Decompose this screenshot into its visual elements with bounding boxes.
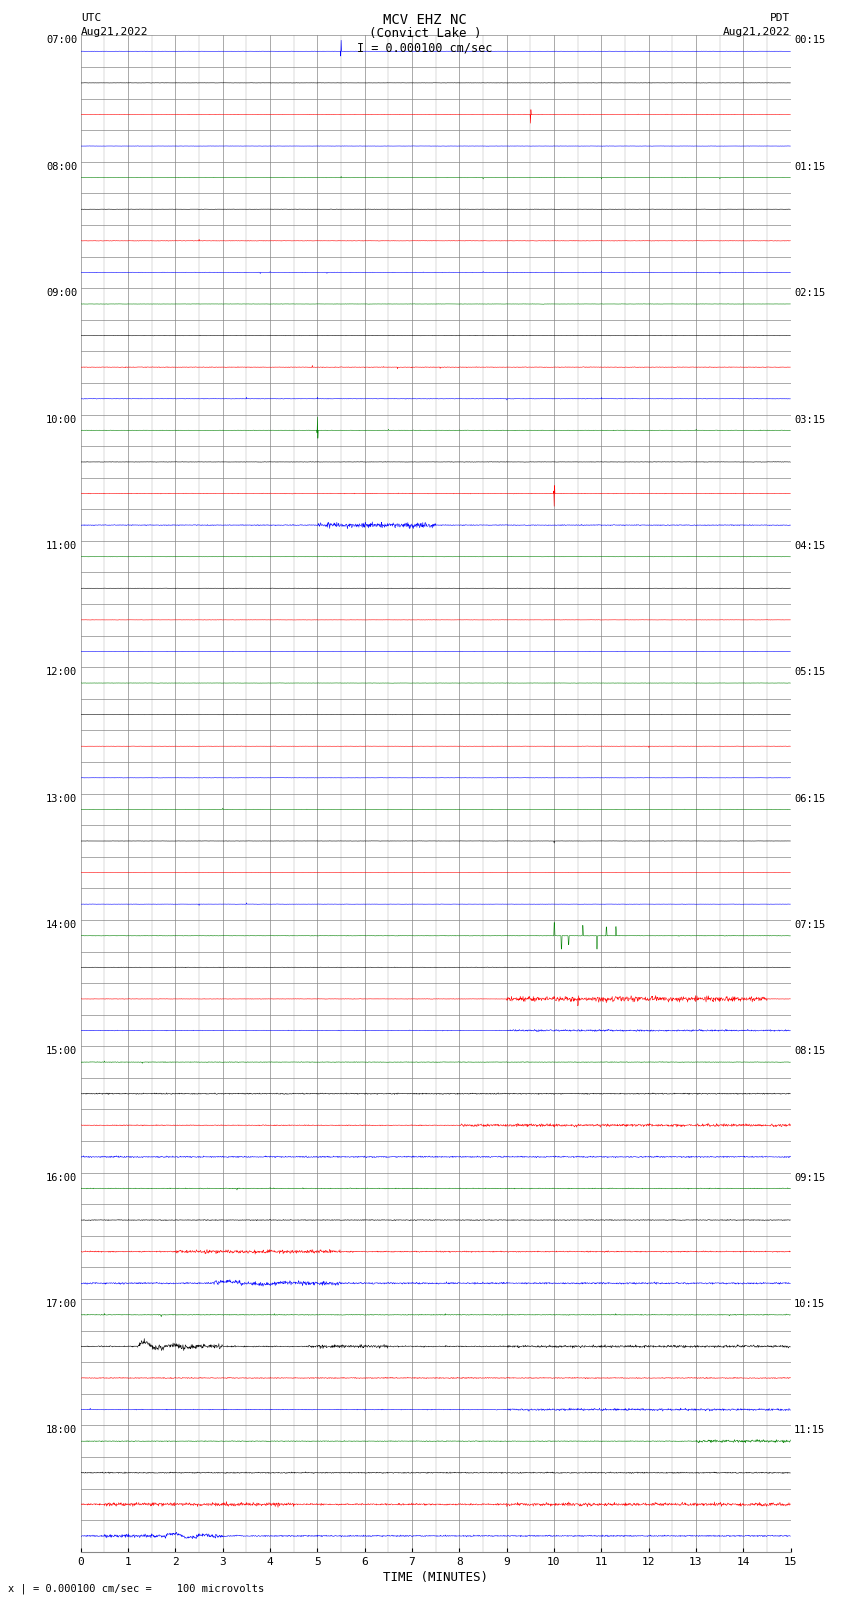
Text: 06:15: 06:15 (794, 794, 825, 803)
Text: PDT: PDT (770, 13, 790, 23)
Text: 07:15: 07:15 (794, 919, 825, 931)
Text: 08:00: 08:00 (46, 161, 77, 173)
Text: UTC: UTC (81, 13, 101, 23)
Text: 12:00: 12:00 (46, 668, 77, 677)
Text: 02:15: 02:15 (794, 289, 825, 298)
X-axis label: TIME (MINUTES): TIME (MINUTES) (383, 1571, 488, 1584)
Text: 16:00: 16:00 (46, 1173, 77, 1182)
Text: 09:00: 09:00 (46, 289, 77, 298)
Text: 11:15: 11:15 (794, 1426, 825, 1436)
Text: MCV EHZ NC: MCV EHZ NC (383, 13, 467, 27)
Text: 13:00: 13:00 (46, 794, 77, 803)
Text: (Convict Lake ): (Convict Lake ) (369, 27, 481, 40)
Text: I = 0.000100 cm/sec: I = 0.000100 cm/sec (357, 42, 493, 55)
Text: 14:00: 14:00 (46, 919, 77, 931)
Text: x | = 0.000100 cm/sec =    100 microvolts: x | = 0.000100 cm/sec = 100 microvolts (8, 1582, 264, 1594)
Text: 17:00: 17:00 (46, 1298, 77, 1310)
Text: 08:15: 08:15 (794, 1047, 825, 1057)
Text: 00:15: 00:15 (794, 35, 825, 45)
Text: 05:15: 05:15 (794, 668, 825, 677)
Text: 04:15: 04:15 (794, 540, 825, 552)
Text: 11:00: 11:00 (46, 540, 77, 552)
Text: 07:00: 07:00 (46, 35, 77, 45)
Text: 01:15: 01:15 (794, 161, 825, 173)
Text: Aug21,2022: Aug21,2022 (723, 27, 791, 37)
Text: 18:00: 18:00 (46, 1426, 77, 1436)
Text: 10:15: 10:15 (794, 1298, 825, 1310)
Text: 09:15: 09:15 (794, 1173, 825, 1182)
Text: Aug21,2022: Aug21,2022 (81, 27, 148, 37)
Text: 15:00: 15:00 (46, 1047, 77, 1057)
Text: 03:15: 03:15 (794, 415, 825, 424)
Text: 10:00: 10:00 (46, 415, 77, 424)
